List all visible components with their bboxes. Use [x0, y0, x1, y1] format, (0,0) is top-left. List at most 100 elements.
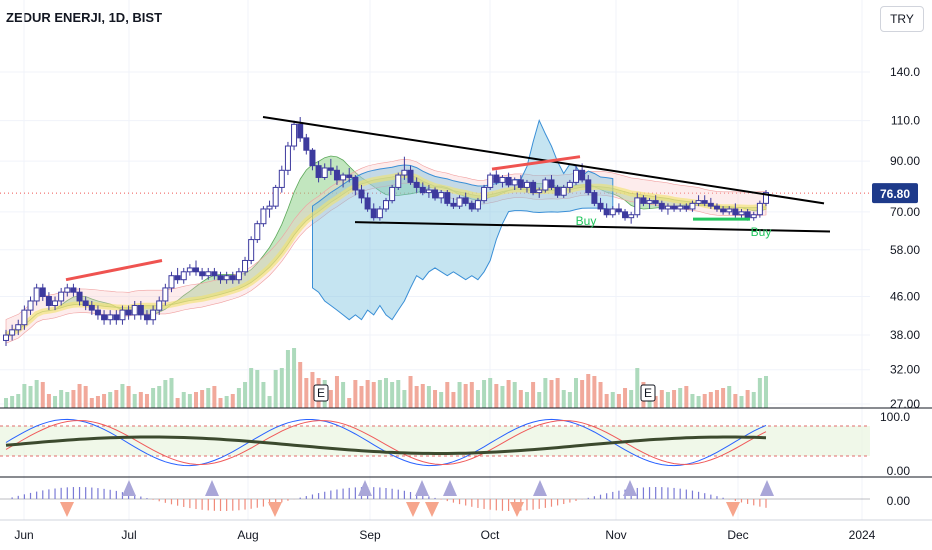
- volume-bar: [445, 382, 450, 408]
- volume-bar: [34, 380, 39, 408]
- volume-bar: [721, 388, 726, 408]
- volume-bar: [751, 392, 756, 408]
- candle-body: [352, 176, 359, 191]
- down-triangle-marker: [268, 502, 282, 517]
- candle-body: [726, 208, 733, 213]
- volume-bar: [665, 392, 670, 408]
- volume-bar: [714, 390, 719, 408]
- volume-bar: [114, 390, 119, 408]
- candle-body: [756, 202, 763, 216]
- volume-bar: [16, 394, 21, 408]
- volume-bar: [672, 390, 677, 408]
- candle-body: [523, 181, 530, 188]
- buy-signal-label: Buy: [576, 214, 597, 228]
- volume-bar: [616, 394, 621, 408]
- volume-bar: [426, 386, 431, 408]
- time-tick-label: Aug: [237, 528, 258, 542]
- volume-bar: [249, 368, 254, 408]
- volume-bars: [4, 348, 768, 408]
- candle-body: [658, 202, 665, 210]
- candle-body: [272, 186, 279, 207]
- candle-body: [205, 271, 212, 277]
- price-tick-label: 70.00: [890, 205, 920, 219]
- candle-body: [94, 309, 101, 316]
- candle-body: [413, 181, 420, 188]
- up-triangle-marker: [205, 480, 219, 496]
- volume-bar: [304, 378, 309, 408]
- down-triangle-marker: [726, 502, 740, 517]
- volume-bar: [610, 392, 615, 408]
- up-triangle-marker: [623, 480, 637, 496]
- volume-bar: [745, 390, 750, 408]
- down-triangle-marker: [510, 502, 524, 517]
- candle-body: [333, 169, 340, 181]
- volume-bar: [273, 370, 278, 408]
- volume-bar: [46, 394, 51, 408]
- candle-body: [560, 186, 567, 196]
- candle-body: [9, 329, 16, 336]
- down-triangle-marker: [406, 502, 420, 517]
- volume-bar: [500, 386, 505, 408]
- volume-bar: [292, 348, 297, 408]
- last-price-label: 76.80: [880, 187, 910, 201]
- volume-bar: [59, 390, 64, 408]
- volume-bar: [255, 370, 260, 408]
- volume-bar: [433, 390, 438, 408]
- ichimoku-cloud-blue: [312, 118, 614, 321]
- volume-bar: [194, 392, 198, 408]
- candle-body: [554, 186, 561, 196]
- volume-bar: [53, 396, 58, 408]
- volume-bar: [10, 396, 15, 408]
- candle-body: [671, 205, 678, 210]
- candle-body: [474, 200, 481, 210]
- candle-body: [70, 287, 77, 293]
- volume-bar: [151, 388, 156, 408]
- volume-bar: [592, 376, 597, 408]
- volume-bar: [702, 394, 707, 408]
- candle-body: [101, 314, 108, 321]
- currency-button[interactable]: TRY: [880, 6, 924, 32]
- oscillator-band: [0, 426, 870, 456]
- histogram-bars: [11, 487, 767, 511]
- earnings-marker-label: E: [644, 386, 652, 400]
- volume-bar: [261, 382, 266, 408]
- candle-body: [425, 189, 432, 194]
- volume-bar: [647, 398, 652, 408]
- candles: [3, 117, 769, 346]
- volume-bar: [549, 380, 554, 408]
- earnings-marker: E: [313, 384, 329, 402]
- volume-bar: [469, 382, 474, 408]
- time-tick-label: Oct: [481, 528, 500, 542]
- candle-body: [217, 275, 224, 281]
- candle-body: [254, 223, 261, 241]
- candle-body: [346, 174, 353, 178]
- time-tick-label: Jun: [14, 528, 33, 542]
- volume-bar: [531, 382, 536, 408]
- candle-body: [327, 167, 334, 171]
- volume-bar: [71, 390, 76, 408]
- time-tick-label: Sep: [359, 528, 381, 542]
- earnings-marker-box: [640, 384, 656, 402]
- candle-body: [707, 202, 714, 207]
- candle-body: [450, 202, 457, 207]
- candle-body: [303, 137, 310, 151]
- upper-trendline: [262, 116, 825, 205]
- volume-bar: [512, 382, 517, 408]
- candle-body: [701, 200, 708, 204]
- volume-bar: [494, 384, 499, 408]
- candle-body: [143, 314, 150, 321]
- candle-body: [597, 202, 604, 210]
- volume-bar: [482, 380, 487, 408]
- candle-body: [107, 314, 114, 321]
- volume-bar: [157, 386, 162, 408]
- candle-body: [603, 208, 610, 216]
- price-tick-label: 32.00: [890, 363, 920, 377]
- volume-bar: [126, 386, 131, 408]
- time-tick-label: Dec: [727, 528, 748, 542]
- volume-bar: [708, 392, 713, 408]
- candle-body: [266, 205, 273, 210]
- candle-body: [199, 271, 206, 277]
- volume-bar: [95, 396, 100, 408]
- candle-body: [168, 275, 175, 289]
